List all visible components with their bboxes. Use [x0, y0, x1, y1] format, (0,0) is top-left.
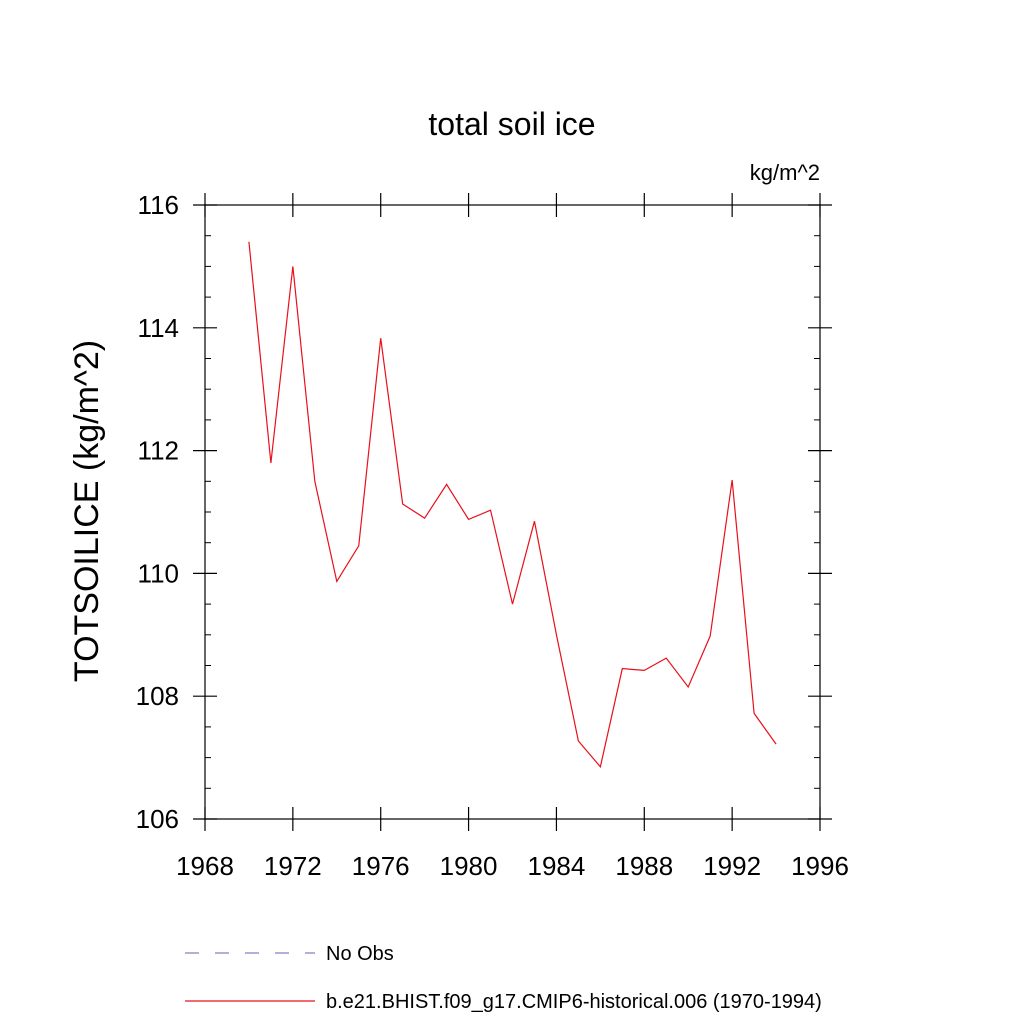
x-tick-label: 1992 — [703, 851, 761, 881]
y-tick-label: 110 — [138, 558, 179, 588]
y-tick-label: 106 — [136, 804, 179, 834]
units-label: kg/m^2 — [750, 160, 820, 185]
legend-label-no-obs: No Obs — [326, 943, 394, 965]
y-tick-label: 112 — [138, 436, 179, 466]
x-tick-label: 1996 — [791, 851, 849, 881]
x-tick-label: 1968 — [176, 851, 234, 881]
x-tick-label: 1972 — [264, 851, 322, 881]
legend: No Obs b.e21.BHIST.f09_g17.CMIP6-histori… — [185, 943, 822, 1013]
y-tick-label: 114 — [138, 313, 179, 343]
legend-label-model: b.e21.BHIST.f09_g17.CMIP6-historical.006… — [326, 991, 822, 1013]
y-tick-label: 108 — [136, 681, 179, 711]
x-tick-label: 1980 — [440, 851, 498, 881]
tick-labels: 1968 1972 1976 1980 1984 1988 1992 1996 106 108 11… — [136, 190, 849, 881]
x-tick-label: 1976 — [352, 851, 410, 881]
series-line-1 — [248, 241, 777, 769]
x-tick-label: 1988 — [615, 851, 673, 881]
axis-ticks — [193, 193, 832, 831]
y-axis-label: TOTSOILICE (kg/m^2) — [68, 340, 106, 682]
chart-title: total soil ice — [428, 106, 595, 142]
x-tick-label: 1984 — [528, 851, 586, 881]
series-layer — [248, 241, 777, 769]
y-tick-label: 116 — [138, 190, 179, 220]
